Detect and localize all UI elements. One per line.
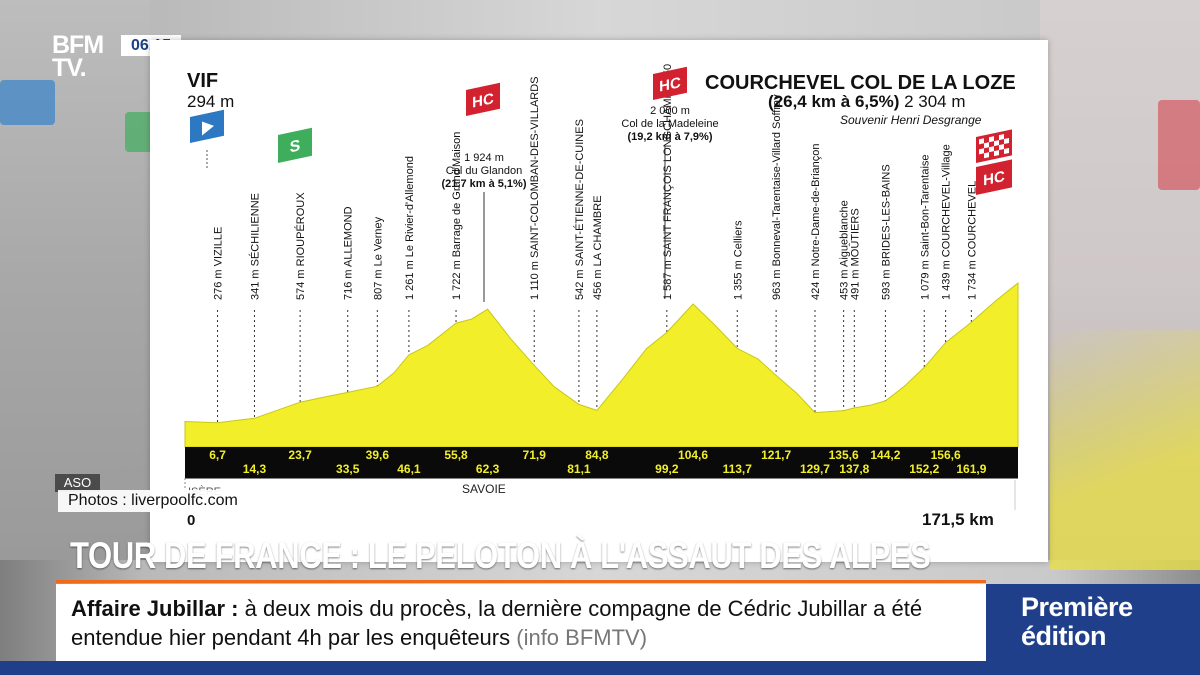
- km-label: 121,7: [761, 448, 791, 462]
- ticker-title: Affaire Jubillar :: [71, 596, 239, 621]
- svg-text:HC: HC: [983, 168, 1005, 189]
- aso-tag: ASO: [55, 474, 100, 492]
- km-label: 23,7: [288, 448, 312, 462]
- edition-line2: édition: [1021, 621, 1107, 651]
- waypoint-label: 1 722 m Barrage de Grand'Maison: [451, 132, 463, 300]
- ticker-body: à deux mois du procès, la dernière compa…: [71, 596, 923, 650]
- glandon-name: Col du Glandon: [446, 165, 522, 177]
- waypoint-label: 453 m Aigueblanche: [839, 200, 851, 300]
- waypoint-label: 593 m BRIDES-LES-BAINS: [880, 164, 892, 300]
- waypoint-label: 1 439 m COURCHEVEL-Village: [941, 144, 953, 300]
- km-label: 14,3: [243, 462, 267, 476]
- km-label: 99,2: [655, 462, 679, 476]
- madeleine-detail: (19,2 km à 7,9%): [628, 131, 713, 143]
- finish-note: Souvenir Henri Desgrange: [840, 113, 982, 127]
- background-red-shape: [1158, 100, 1200, 190]
- finish-altitude: 2 304 m: [904, 92, 966, 111]
- hc-badge-madeleine: HC: [653, 66, 687, 100]
- elevation-profile: [184, 281, 1019, 448]
- bottom-strip: [0, 661, 1200, 675]
- waypoint-label: 1 079 m Saint-Bon-Tarentaise: [919, 154, 931, 300]
- finish-checkered-icon: [976, 129, 1012, 163]
- km-label: 84,8: [585, 448, 609, 462]
- glandon-detail: (21,7 km à 5,1%): [442, 178, 527, 190]
- stage-profile-graphic: 6,714,323,733,539,646,155,862,371,981,18…: [184, 64, 1019, 510]
- background-yellow-shape: [1050, 330, 1200, 570]
- waypoint-label: 807 m Le Verney: [372, 216, 384, 300]
- photo-credit: Photos : liverpoolfc.com: [58, 490, 248, 512]
- logo-line2: TV.: [52, 54, 87, 82]
- hc-badge-finish: HC: [976, 159, 1012, 195]
- ticker-source: (info BFMTV): [516, 625, 648, 650]
- waypoint-label: 491 m MOÛTIERS: [848, 208, 861, 300]
- hc-badge-glandon: HC: [466, 82, 500, 116]
- waypoint-label: 341 m SÉCHILIENNE: [248, 193, 261, 300]
- finish-climb: (26,4 km à 6,5%): [768, 92, 900, 111]
- news-ticker: Affaire Jubillar : à deux mois du procès…: [56, 584, 986, 661]
- km-label: 161,9: [956, 462, 986, 476]
- edition-line1: Première: [1021, 592, 1133, 622]
- headline-underline: [56, 580, 986, 583]
- edition-badge: Première édition: [986, 584, 1200, 661]
- stage-profile-card: 6,7 14,3 23,7 33,5 39,6 46,1 55,8 62,3 71,9 81,1 8…: [150, 40, 1048, 562]
- waypoint-label: 542 m SAINT-ÉTIENNE-DE-CUINES: [573, 119, 586, 300]
- km-label: 156,6: [931, 448, 961, 462]
- km-label: 62,3: [476, 462, 500, 476]
- finish-climb-detail: (26,4 km à 6,5%) 2 304 m: [768, 92, 966, 112]
- km-label: 55,8: [444, 448, 468, 462]
- waypoint-label: 1 734 m COURCHEVEL: [966, 181, 978, 300]
- km-label: 113,7: [723, 462, 753, 476]
- madeleine-altitude: 2 000 m: [650, 105, 690, 117]
- glandon-altitude: 1 924 m: [464, 152, 504, 164]
- km-label: 6,7: [209, 448, 226, 462]
- start-badge: [190, 109, 224, 143]
- logo-line1: BFM: [52, 31, 104, 59]
- km-label: 137,8: [839, 462, 869, 476]
- start-town: VIF: [187, 70, 219, 92]
- waypoint-label: 1 261 m Le Rivier-d'Allemond: [404, 156, 416, 300]
- background-green-shape: [125, 112, 153, 152]
- headline: TOUR DE FRANCE : LE PELOTON À L'ASSAUT D…: [70, 535, 931, 576]
- svg-text:HC: HC: [659, 74, 681, 95]
- waypoint-label: 276 m VIZILLE: [213, 227, 225, 300]
- region-label-savoie: SAVOIE: [462, 482, 506, 496]
- km-label: 71,9: [523, 448, 547, 462]
- distance-start: 0: [187, 512, 196, 529]
- km-label: 104,6: [678, 448, 708, 462]
- background-blue-shape: [0, 80, 55, 125]
- waypoint-label: 424 m Notre-Dame-de-Briançon: [810, 143, 822, 300]
- km-label: 152,2: [909, 462, 939, 476]
- sprint-badge: S: [278, 127, 312, 163]
- km-label: 46,1: [397, 462, 421, 476]
- km-label: 33,5: [336, 462, 360, 476]
- km-label: 135,6: [829, 448, 859, 462]
- km-band: [185, 447, 1018, 478]
- waypoint-label: 716 m ALLEMOND: [343, 206, 355, 300]
- svg-text:S: S: [290, 136, 301, 156]
- waypoint-label: 1 110 m SAINT-COLOMBAN-DES-VILLARDS: [529, 76, 541, 300]
- km-label: 81,1: [567, 462, 591, 476]
- madeleine-name: Col de la Madeleine: [621, 118, 718, 130]
- distance-end: 171,5 km: [922, 510, 994, 529]
- waypoint-label: 963 m Bonneval-Tarentaise-Villard Soffra…: [771, 94, 783, 300]
- start-altitude: 294 m: [187, 92, 235, 111]
- waypoint-label: 1 355 m Celliers: [732, 220, 744, 300]
- waypoint-label: 456 m LA CHAMBRE: [592, 195, 604, 300]
- svg-text:HC: HC: [472, 90, 494, 111]
- km-label: 144,2: [870, 448, 900, 462]
- km-label: 39,6: [366, 448, 390, 462]
- waypoint-label: 1 587 m SAINT FRANÇOIS LONGCHAMP 1650: [662, 64, 674, 300]
- ticker-text-block: Affaire Jubillar : à deux mois du procès…: [71, 594, 971, 652]
- waypoint-label: 574 m RIOUPÉROUX: [294, 192, 307, 300]
- finish-town: COURCHEVEL COL DE LA LOZE: [705, 72, 1016, 94]
- km-labels: 6,7 14,3 23,7 33,5 39,6 46,1 55,8 62,3 71,9 81,18…: [209, 448, 987, 476]
- waypoint-labels: 276 m VIZILLE 341 m SÉCHILIENNE 574 m RIOU…: [213, 64, 979, 300]
- km-label: 129,7: [800, 462, 830, 476]
- channel-logo: BFM TV.: [52, 31, 122, 82]
